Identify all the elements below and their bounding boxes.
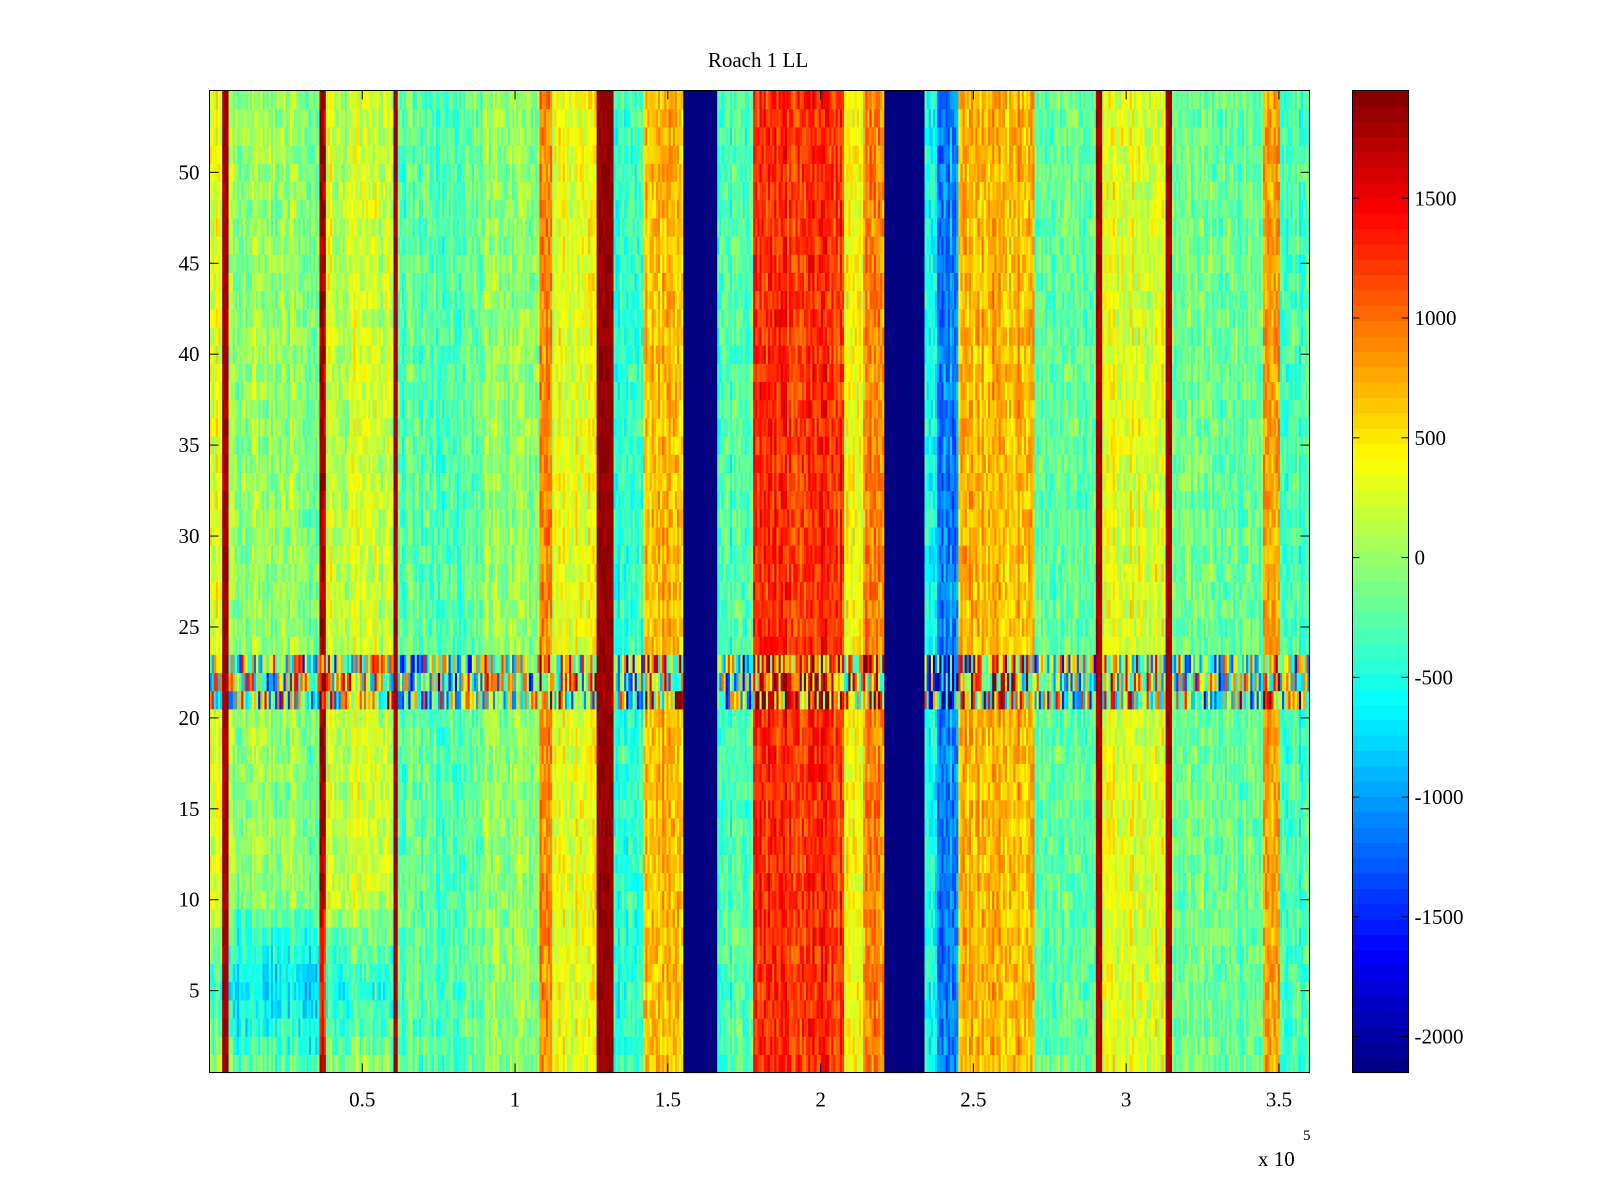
heatmap-cells <box>210 91 1311 1074</box>
chart-title: Roach 1 LL <box>708 48 808 72</box>
heatmap-figure: Roach 1 LL 0.5 1 1.5 2 2.5 3 3.5 5101520253035… <box>0 0 1600 1200</box>
